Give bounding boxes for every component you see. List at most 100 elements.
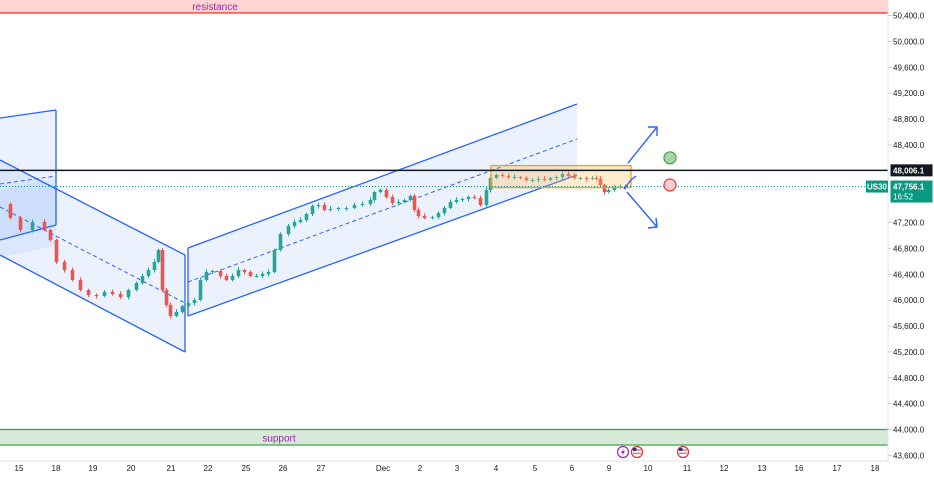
candle-body (168, 305, 173, 316)
candle-body (494, 175, 499, 178)
channel-line-3 (187, 103, 578, 249)
resistance-zone (0, 0, 888, 13)
candle-body (248, 272, 253, 276)
candles-layer (8, 171, 628, 319)
candle-body (192, 300, 197, 303)
x-tick-label: 4 (494, 464, 499, 473)
candle-body (204, 272, 209, 280)
candle-body (254, 276, 259, 277)
channel-line-4 (187, 174, 578, 317)
y-tick-label: 45,200.0 (893, 348, 925, 357)
x-tick-label: Dec (376, 464, 390, 473)
candle-body (506, 176, 511, 177)
candle-body (164, 290, 169, 305)
target-down-marker[interactable] (663, 178, 677, 192)
x-tick-label: 6 (570, 464, 575, 473)
candle-body (126, 290, 131, 297)
candle-body (236, 270, 241, 276)
candle-body (484, 190, 489, 205)
candle-body (594, 178, 599, 179)
x-tick-label: 10 (644, 464, 653, 473)
candle-body (590, 178, 595, 179)
channel-up-fill (188, 104, 577, 316)
candle-body (402, 200, 407, 202)
support-zone (0, 429, 888, 446)
candle-body (606, 190, 611, 192)
candle-body (42, 222, 47, 230)
candle-body (478, 198, 483, 205)
countdown-label: 16:52 (893, 193, 914, 202)
zones-layer: resistance support (0, 0, 888, 446)
lightning-icon[interactable] (616, 445, 630, 459)
candle-body (198, 280, 203, 300)
x-axis: 15 18 19 20 21 22 25 26 27 Dec 2 3 4 5 6 9 10 11 12 13 16 17 1… (0, 460, 888, 473)
y-tick-label: 46,800.0 (893, 244, 925, 253)
candle-body (448, 202, 453, 208)
candle-body (310, 206, 315, 214)
candle-body (102, 292, 107, 296)
candle-body (134, 283, 139, 290)
candle-body (292, 222, 297, 226)
candle-body (454, 200, 459, 202)
y-tick-label: 44,400.0 (893, 400, 925, 409)
y-tick-label: 45,600.0 (893, 322, 925, 331)
candle-body (298, 220, 303, 222)
candle-body (230, 276, 235, 280)
channel-line-8 (0, 224, 57, 241)
x-tick-label: 5 (533, 464, 538, 473)
y-tick-label: 48,800.0 (893, 115, 925, 124)
candle-body (472, 197, 477, 198)
candle-body (572, 176, 577, 178)
x-tick-label: 18 (871, 464, 880, 473)
y-tick-label: 46,000.0 (893, 296, 925, 305)
candle-body (156, 250, 161, 262)
candle-body (224, 276, 229, 280)
x-tick-label: 25 (242, 464, 251, 473)
us-flag-icon-canton (633, 448, 637, 451)
candle-body (18, 218, 23, 230)
x-tick-label: 11 (683, 464, 692, 473)
candle-body (554, 177, 559, 178)
y-tick-label: 48,400.0 (893, 141, 925, 150)
candle-body (384, 190, 389, 197)
projection-hook (623, 175, 637, 190)
candle-body (78, 280, 83, 290)
candle-body (322, 205, 327, 210)
candle-body (396, 202, 401, 203)
x-tick-label: 16 (795, 464, 804, 473)
us-flag-icon[interactable] (676, 445, 690, 459)
candle-body (602, 185, 607, 192)
candle-body (304, 214, 309, 220)
last-price-label: 47,756.1 (893, 183, 925, 192)
candle-body (466, 197, 471, 199)
channel-up-midline (187, 138, 578, 283)
channel-tail-fill (0, 178, 56, 258)
candle-body (186, 303, 191, 306)
channel-tail-midline (0, 175, 57, 185)
x-tick-label: 17 (833, 464, 842, 473)
channel-line-1 (0, 159, 186, 256)
candle-body (368, 200, 373, 204)
symbol-badge (866, 180, 888, 193)
candle-body (524, 178, 529, 180)
candle-body (578, 178, 583, 179)
candle-body (566, 174, 571, 176)
x-tick-label: 12 (720, 464, 729, 473)
arrow-up-line (627, 126, 658, 164)
candle-body (260, 274, 265, 276)
last-price-badge (890, 180, 933, 203)
x-tick-label: 21 (167, 464, 176, 473)
candle-body (412, 196, 417, 210)
x-tick-label: 20 (127, 464, 136, 473)
x-tick-label: 19 (89, 464, 98, 473)
y-tick-label: 43,600.0 (893, 451, 925, 460)
us-flag-icon[interactable] (630, 445, 644, 459)
x-tick-label: 27 (317, 464, 326, 473)
target-up-marker[interactable] (663, 151, 677, 165)
candle-body (336, 208, 341, 209)
y-tick-label: 47,200.0 (893, 219, 925, 228)
arrow-down-line (626, 191, 658, 228)
candle-body (530, 180, 535, 181)
